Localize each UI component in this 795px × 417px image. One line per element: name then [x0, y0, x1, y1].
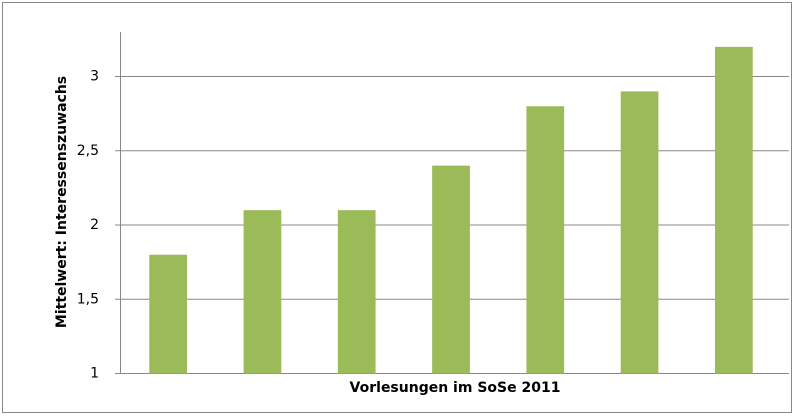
y-tick-label: 2,5	[77, 143, 99, 159]
chart-border	[2, 2, 792, 413]
y-tick-label: 1,5	[77, 291, 99, 307]
bar	[149, 254, 187, 374]
bar	[715, 46, 753, 374]
y-axis-title: Mittelwert: Interessenszuwachs	[54, 76, 70, 328]
bar	[337, 210, 376, 374]
bar	[243, 210, 282, 374]
y-tick-label: 1	[90, 366, 99, 382]
y-tick-label: 2	[90, 217, 99, 233]
x-axis-title: Vorlesungen im SoSe 2011	[350, 380, 561, 396]
bar	[432, 165, 470, 374]
y-tick-label: 3	[90, 69, 99, 85]
bar	[526, 106, 565, 374]
bar	[620, 91, 659, 374]
